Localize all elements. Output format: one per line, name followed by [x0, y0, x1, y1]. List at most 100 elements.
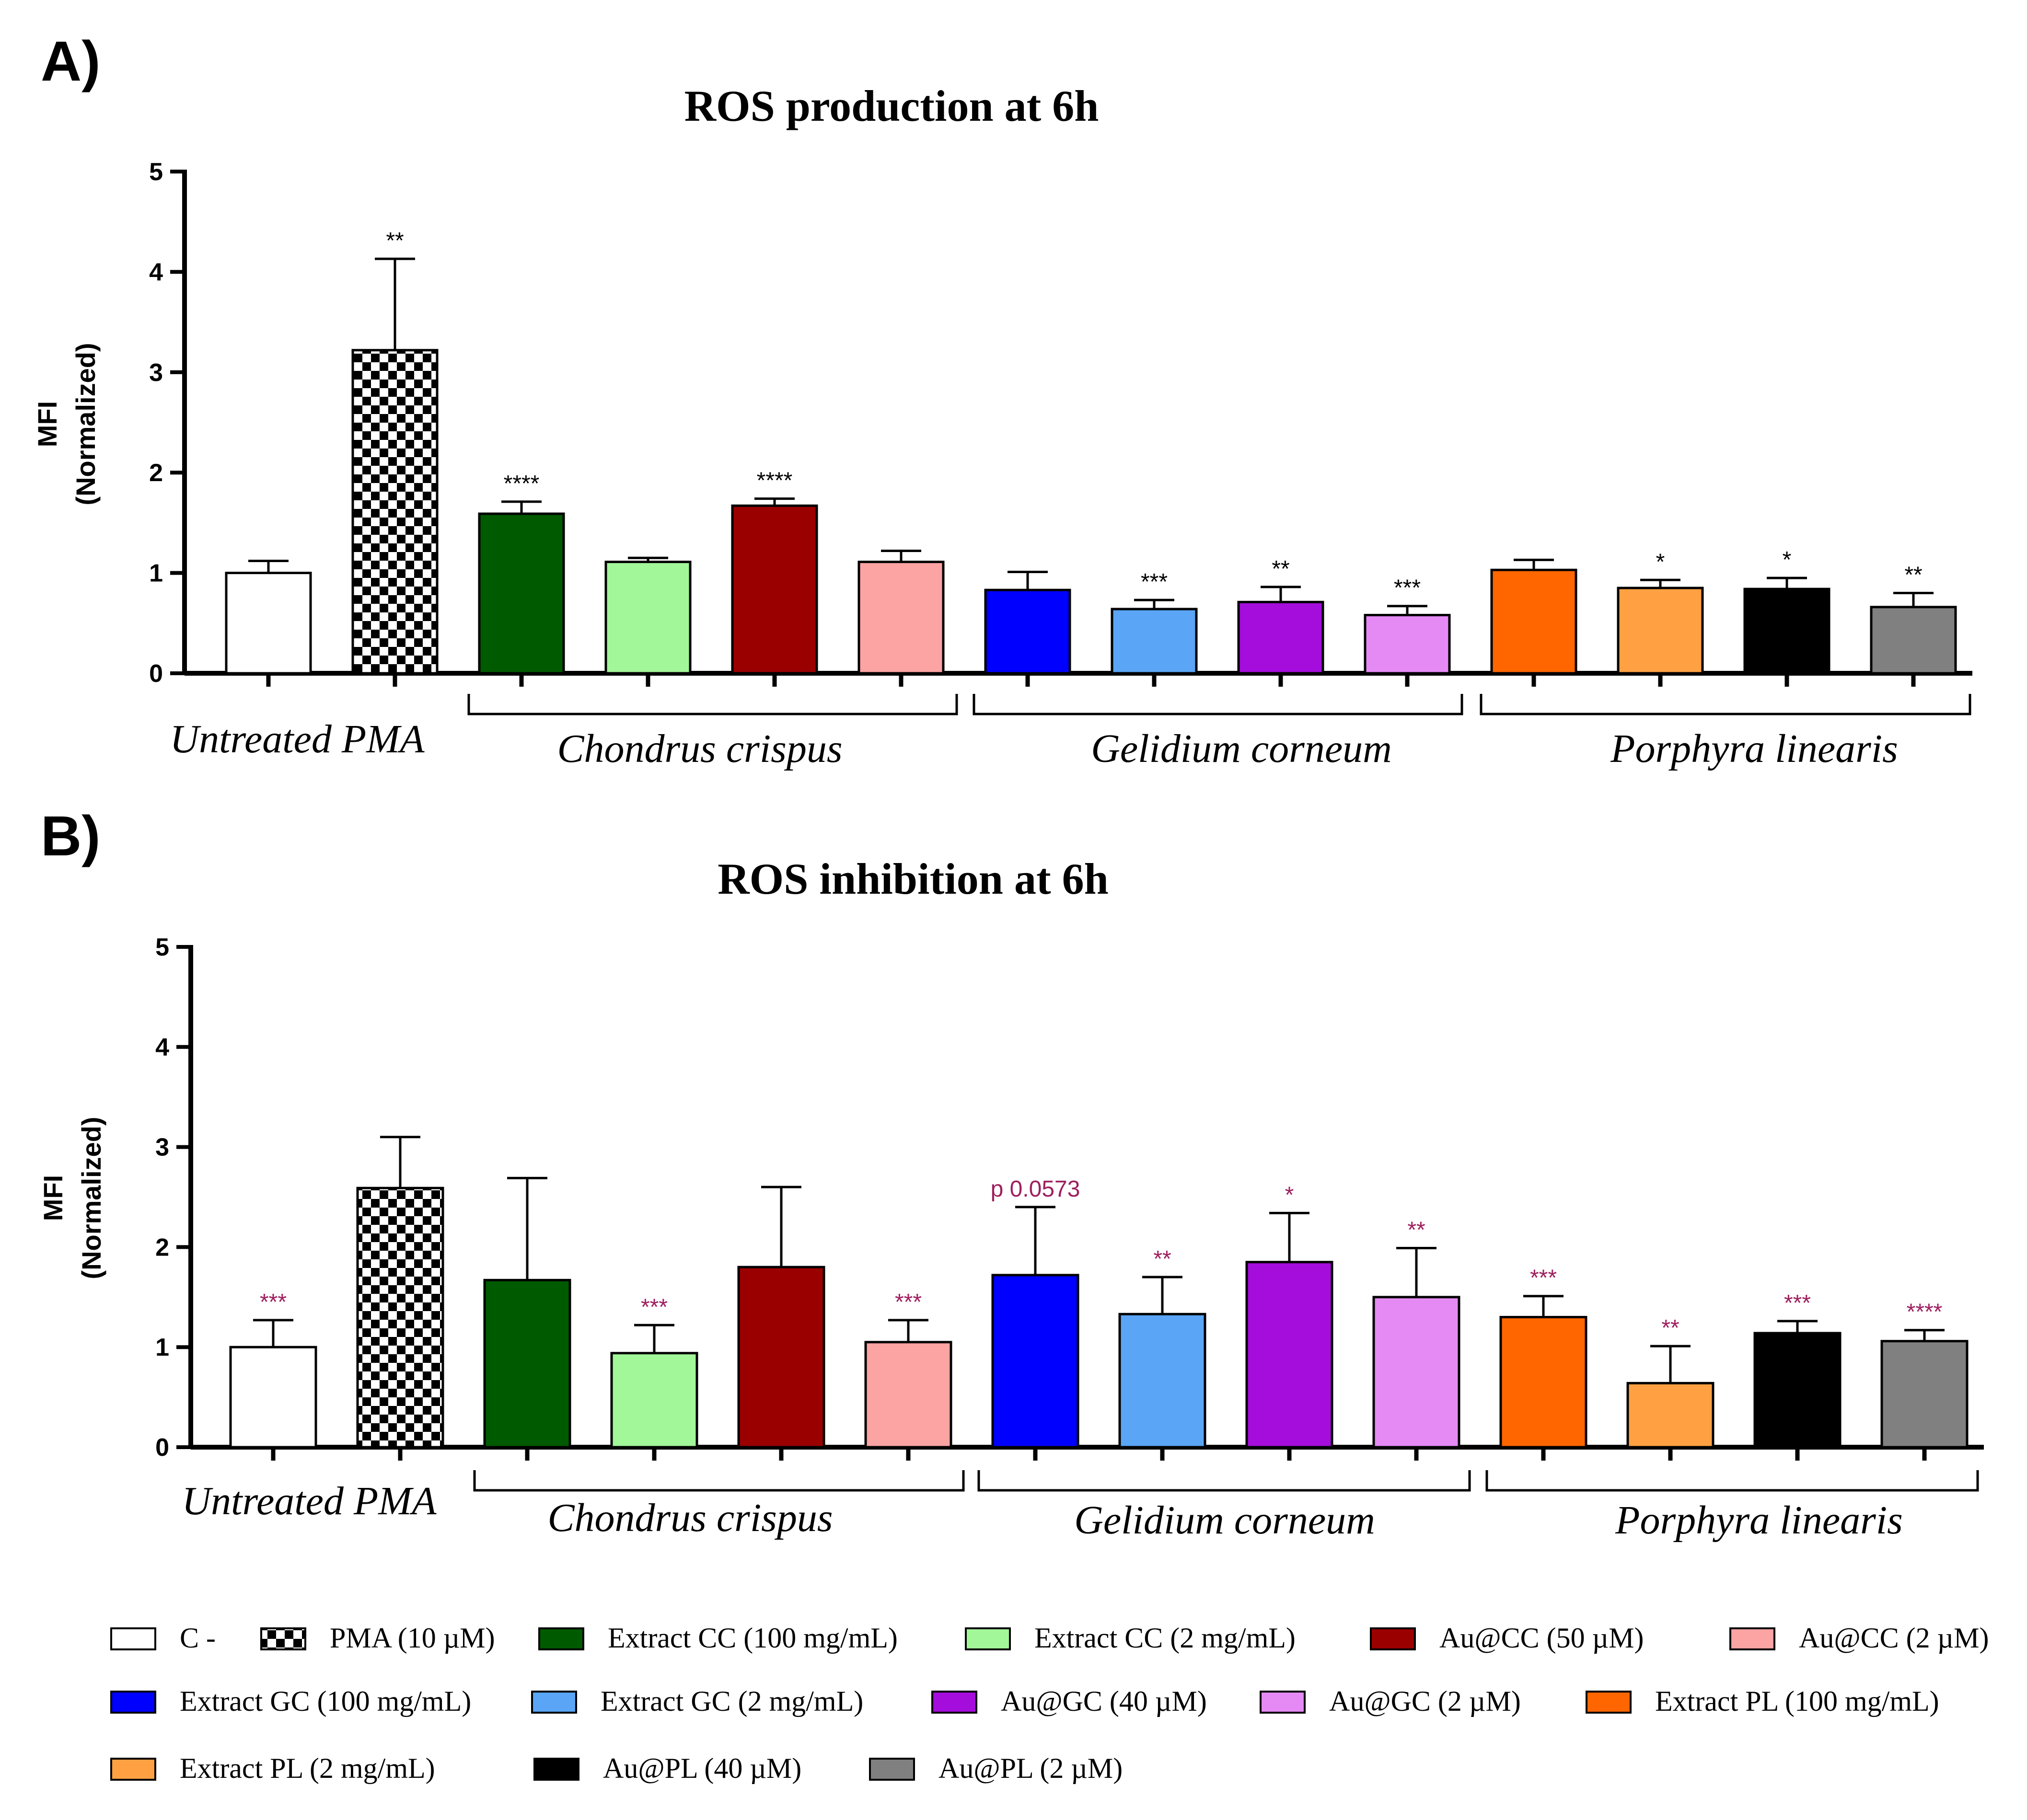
- significance-b: ***: [1530, 1266, 1557, 1291]
- legend-swatch-c: [110, 1627, 156, 1650]
- y-axis-label-a-line2: (Normalized): [70, 343, 101, 505]
- bar-b-extract-cc-2-mg-ml: [610, 1352, 698, 1449]
- significance-a: ***: [1394, 576, 1421, 601]
- significance-a: **: [1272, 556, 1289, 582]
- significance-b: **: [1661, 1315, 1679, 1341]
- group-label-b-porphyra: Porphyra linearis: [1615, 1498, 1903, 1543]
- legend-label-au-pl-40-m: Au@PL (40 µM): [603, 1752, 801, 1784]
- legend-label-extract-gc-100-mg-ml: Extract GC (100 mg/mL): [180, 1685, 471, 1717]
- y-tick-label-b: 4: [155, 1034, 169, 1061]
- legend: C - PMA (10 µM) Extract CC (100 mg/mL) Extr…: [110, 1622, 1989, 1784]
- significance-a: *: [1783, 547, 1792, 573]
- bar-a-au-cc-50-m: [731, 504, 818, 675]
- significance-b: ***: [641, 1294, 668, 1320]
- group-label-a-untreated: Untreated PMA: [170, 717, 425, 761]
- bar-b-c: [229, 1346, 317, 1449]
- bar-a-au-pl-2-m: [1870, 606, 1957, 675]
- group-bracket-a: [467, 694, 958, 715]
- significance-b: ***: [260, 1290, 287, 1315]
- significance-a: **: [386, 228, 404, 253]
- legend-swatch-au-cc-50-m: [1370, 1627, 1416, 1650]
- bar-b-extract-gc-2-mg-ml: [1118, 1313, 1206, 1449]
- chart-title-a: ROS production at 6h: [684, 81, 1099, 130]
- legend-swatch-au-gc-2-m: [1260, 1691, 1306, 1714]
- y-tick-label-a: 0: [149, 660, 163, 688]
- legend-swatch-extract-gc-2-mg-ml: [531, 1691, 577, 1714]
- group-bracket-b: [1485, 1470, 1979, 1492]
- y-tick-label-b: 1: [155, 1334, 169, 1361]
- bar-a-extract-cc-100-mg-ml: [478, 512, 565, 675]
- legend-label-extract-cc-100-mg-ml: Extract CC (100 mg/mL): [608, 1622, 898, 1654]
- legend-label-au-cc-50-m: Au@CC (50 µM): [1439, 1622, 1644, 1654]
- bar-b-extract-gc-100-mg-ml: [991, 1274, 1079, 1449]
- significance-b: **: [1407, 1217, 1425, 1243]
- legend-label-c: C -: [180, 1622, 216, 1654]
- legend-swatch-au-pl-40-m: [533, 1758, 579, 1781]
- bar-a-extract-pl-2-mg-ml: [1617, 587, 1704, 675]
- y-tick-label-b: 5: [155, 933, 169, 961]
- group-label-b-gelidium: Gelidium corneum: [1074, 1498, 1375, 1543]
- legend-label-extract-pl-100-mg-ml: Extract PL (100 mg/mL): [1655, 1685, 1939, 1717]
- bar-a-c: [225, 572, 312, 675]
- bar-a-au-pl-40-m: [1743, 587, 1830, 675]
- group-label-b-untreated: Untreated PMA: [182, 1479, 437, 1523]
- significance-a: ****: [757, 468, 793, 494]
- legend-swatch-extract-cc-100-mg-ml: [538, 1627, 584, 1650]
- legend-label-au-gc-2-m: Au@GC (2 µM): [1329, 1685, 1521, 1717]
- y-tick-label-a: 4: [149, 258, 163, 286]
- bar-b-au-cc-2-m: [864, 1341, 952, 1449]
- significance-b: ***: [895, 1290, 922, 1315]
- group-bracket-b: [977, 1470, 1471, 1492]
- legend-label-au-pl-2-m: Au@PL (2 µM): [938, 1752, 1123, 1784]
- legend-label-extract-pl-2-mg-ml: Extract PL (2 mg/mL): [180, 1752, 435, 1784]
- bar-b-pma-10-m: [356, 1186, 444, 1449]
- significance-a: **: [1904, 562, 1922, 587]
- legend-label-pma: PMA (10 µM): [330, 1622, 495, 1654]
- y-tick-label-a: 3: [149, 359, 163, 387]
- legend-swatch-au-gc-40-m: [931, 1691, 977, 1714]
- significance-b: **: [1153, 1246, 1171, 1272]
- legend-label-extract-gc-2-mg-ml: Extract GC (2 mg/mL): [601, 1685, 863, 1717]
- significance-a: ***: [1141, 569, 1168, 595]
- bar-a-extract-gc-100-mg-ml: [984, 588, 1071, 675]
- group-label-a-gelidium: Gelidium corneum: [1091, 726, 1392, 771]
- bar-b-au-pl-2-m: [1880, 1340, 1969, 1449]
- significance-b: ***: [1784, 1290, 1811, 1316]
- group-bracket-b: [473, 1470, 965, 1492]
- y-axis-label-b-line1: MFI: [38, 1175, 68, 1221]
- group-label-b-chondrus: Chondrus crispus: [547, 1496, 833, 1540]
- bar-a-extract-cc-2-mg-ml: [604, 561, 692, 675]
- bar-a-au-gc-2-m: [1364, 614, 1451, 675]
- y-tick-label-a: 1: [149, 560, 163, 587]
- bar-b-au-gc-2-m: [1372, 1296, 1460, 1449]
- bar-a-au-cc-2-m: [857, 561, 945, 675]
- y-axis-label-a-line1: MFI: [32, 401, 62, 447]
- legend-swatch-au-pl-2-m: [869, 1758, 915, 1781]
- significance-b: p 0.0573: [991, 1176, 1080, 1202]
- panel-label-a: A): [41, 30, 101, 93]
- y-tick-label-b: 3: [155, 1134, 169, 1162]
- legend-swatch-extract-pl-2-mg-ml: [110, 1758, 156, 1781]
- significance-b: *: [1285, 1182, 1294, 1208]
- y-tick-label-b: 2: [155, 1233, 169, 1261]
- group-label-a-chondrus: Chondrus crispus: [557, 726, 842, 771]
- legend-swatch-extract-cc-2-mg-ml: [965, 1627, 1011, 1650]
- legend-swatch-pma: [260, 1627, 306, 1650]
- y-axis-label-b-line2: (Normalized): [76, 1117, 106, 1279]
- bar-b-extract-cc-100-mg-ml: [483, 1279, 571, 1449]
- y-tick-label-b: 0: [155, 1434, 169, 1462]
- significance-a: *: [1656, 549, 1665, 575]
- legend-label-au-gc-40-m: Au@GC (40 µM): [1001, 1685, 1207, 1717]
- significance-a: ****: [504, 471, 540, 496]
- legend-swatch-extract-pl-100-mg-ml: [1586, 1691, 1632, 1714]
- y-tick-label-a: 5: [149, 158, 163, 186]
- bar-b-au-pl-40-m: [1753, 1332, 1842, 1449]
- group-bracket-a: [1480, 694, 1971, 715]
- legend-label-extract-cc-2-mg-ml: Extract CC (2 mg/mL): [1034, 1622, 1296, 1654]
- group-label-a-porphyra: Porphyra linearis: [1610, 726, 1898, 771]
- bar-b-extract-pl-2-mg-ml: [1626, 1382, 1714, 1449]
- legend-swatch-extract-gc-100-mg-ml: [110, 1691, 156, 1714]
- bar-b-extract-pl-100-mg-ml: [1499, 1316, 1587, 1449]
